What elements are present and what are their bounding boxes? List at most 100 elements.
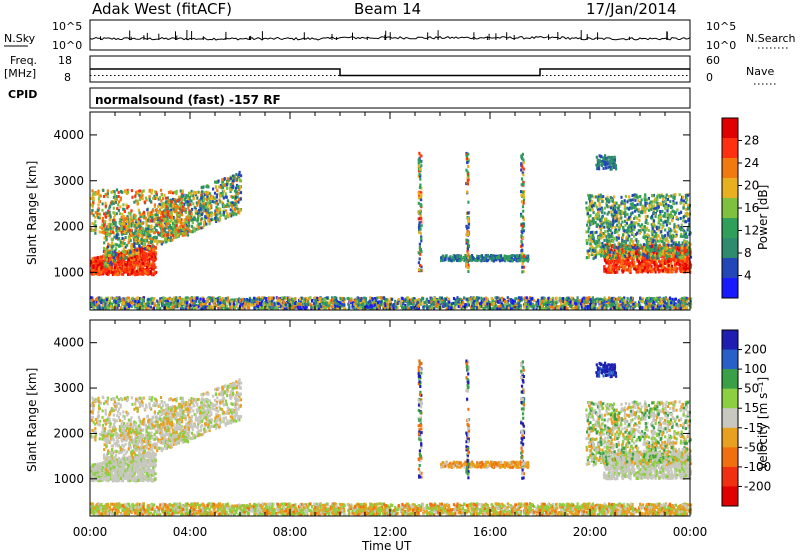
data-cell [458, 255, 461, 259]
data-cell [143, 212, 146, 216]
noise-right-label: N.Search [746, 32, 796, 45]
data-cell [156, 215, 159, 219]
data-cell [647, 245, 650, 249]
data-cell [179, 207, 182, 211]
data-cell [597, 214, 600, 217]
data-cell [98, 216, 101, 220]
data-cell [235, 204, 238, 208]
data-cell [137, 247, 140, 251]
data-cell [513, 258, 516, 261]
data-cell [166, 196, 169, 200]
data-cell [669, 270, 672, 274]
cpid-panel-frame [89, 87, 691, 109]
data-cell [587, 234, 591, 238]
data-cell [122, 250, 125, 253]
data-cell [212, 187, 215, 191]
data-cell [634, 198, 637, 202]
data-cell [147, 218, 150, 222]
data-cell [605, 238, 608, 242]
data-cell [201, 186, 204, 190]
data-cell [229, 190, 232, 193]
data-cell [483, 257, 486, 261]
data-cell [112, 244, 115, 248]
data-cell [675, 252, 679, 256]
data-cell [153, 263, 156, 267]
data-cell [122, 203, 125, 207]
data-cell [131, 249, 135, 253]
data-cell [188, 224, 191, 228]
data-cell [605, 156, 608, 160]
data-cell [597, 193, 601, 197]
data-cell [683, 264, 686, 268]
data-cell [97, 272, 100, 276]
data-cell [613, 208, 616, 212]
data-cell [667, 204, 670, 208]
data-cell [646, 222, 649, 225]
data-cell [678, 258, 681, 262]
data-cell [103, 270, 106, 274]
data-cell [233, 195, 236, 199]
data-cell [138, 267, 142, 271]
data-cell [148, 188, 151, 192]
data-cell [123, 225, 126, 229]
data-cell [672, 246, 675, 250]
data-cell [142, 268, 145, 272]
data-cell [619, 212, 622, 216]
data-cell [115, 271, 118, 275]
noise-left-tick-top: 10^5 [52, 20, 82, 33]
data-cell [684, 212, 687, 216]
data-cell [226, 199, 229, 203]
data-cell [150, 248, 153, 251]
data-cell [526, 254, 529, 258]
data-cell [487, 258, 490, 262]
data-cell [638, 231, 642, 235]
data-cell [677, 243, 680, 247]
data-cell [464, 254, 467, 258]
data-cell [460, 257, 463, 261]
data-cell [128, 223, 132, 227]
data-cell [136, 233, 140, 237]
data-cell [158, 233, 161, 237]
data-cell [225, 195, 228, 199]
data-cell [663, 243, 666, 247]
data-cell [659, 222, 662, 226]
data-cell [636, 250, 639, 254]
data-cell [188, 228, 191, 232]
data-cell [682, 266, 686, 270]
data-cell [602, 232, 605, 235]
data-cell [664, 211, 667, 215]
data-cell [687, 265, 690, 269]
data-cell [648, 266, 652, 270]
data-cell [140, 227, 143, 231]
data-cell [141, 222, 144, 226]
data-cell [464, 256, 467, 260]
data-cell [141, 264, 144, 268]
data-cell [203, 223, 206, 227]
data-cell [146, 258, 149, 262]
data-cell [685, 211, 689, 215]
data-cell [656, 209, 659, 213]
data-cell [184, 211, 188, 214]
data-cell [141, 231, 144, 235]
data-cell [634, 204, 637, 208]
data-cell [175, 192, 178, 196]
data-cell [533, 299, 536, 303]
data-cell [442, 257, 445, 260]
data-cell [602, 156, 605, 160]
data-cell [146, 261, 149, 265]
data-cell [121, 258, 124, 262]
data-cell [633, 221, 636, 225]
freq-series-line [90, 68, 690, 77]
data-cell [587, 255, 590, 259]
data-cell [498, 259, 501, 263]
data-cell [110, 237, 113, 241]
data-cell [231, 195, 234, 199]
data-cell [167, 203, 170, 207]
data-cell [609, 196, 613, 200]
data-cell [216, 207, 219, 211]
data-cell [108, 218, 111, 222]
beam-title: Beam 14 [354, 0, 421, 18]
data-cell [631, 198, 634, 202]
data-cell [126, 188, 129, 192]
data-cell [129, 260, 132, 264]
